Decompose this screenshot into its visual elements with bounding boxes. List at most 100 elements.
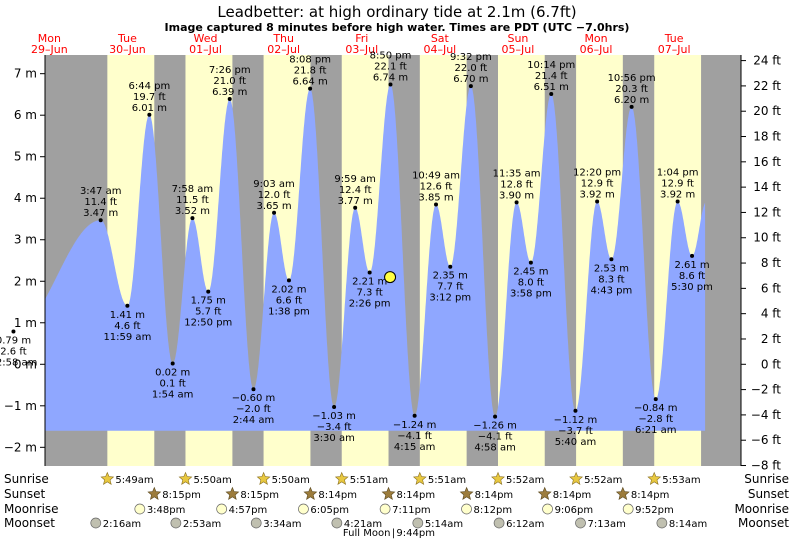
moonset-time: 6:12am xyxy=(506,519,544,530)
tide-label: 6.74 m xyxy=(373,72,408,83)
sunset-icon xyxy=(147,486,162,500)
tide-label: 10:14 pm xyxy=(527,60,575,71)
sunset-time: 8:14pm xyxy=(397,490,436,501)
tide-extreme-dot xyxy=(170,361,175,366)
tide-label: 21.8 ft xyxy=(294,66,327,77)
moonrise-icon xyxy=(622,503,634,515)
tide-label: 1:54 am xyxy=(152,389,194,400)
tide-label: 7:26 pm xyxy=(209,65,251,76)
right-tick-label: 18 ft xyxy=(753,130,781,144)
right-tick-label: 8 ft xyxy=(761,256,781,270)
tide-label: 1.75 m xyxy=(191,296,226,307)
tide-label: −3.7 ft xyxy=(558,426,593,437)
day-of-week-label: Mon xyxy=(584,32,607,45)
tide-label: −0.60 m xyxy=(232,393,276,404)
tide-label: −4.1 ft xyxy=(397,431,432,442)
tide-label: 21.0 ft xyxy=(213,76,246,87)
moonrise-time: 8:12pm xyxy=(474,505,513,516)
tide-label: 12.4 ft xyxy=(339,185,372,196)
tide-label: 5.7 ft xyxy=(195,307,221,318)
tide-label: 4:15 am xyxy=(394,442,436,453)
sunrise-icon xyxy=(647,471,662,485)
tide-label: 3.92 m xyxy=(660,190,695,201)
tide-label: 19.7 ft xyxy=(133,92,166,103)
right-tick-label: 22 ft xyxy=(753,79,781,93)
tide-label: 6.6 ft xyxy=(276,295,302,306)
sunrise-time: 5:50am xyxy=(272,475,310,486)
tide-label: −3.4 ft xyxy=(317,422,352,433)
tide-label: 3.47 m xyxy=(83,208,118,219)
tide-extreme-dot xyxy=(272,210,277,215)
tide-extreme-dot xyxy=(609,257,614,262)
chart-subtitle: Image captured 8 minutes before high wat… xyxy=(165,21,630,34)
moonset-time: 2:16am xyxy=(103,519,141,530)
tide-label: 11.4 ft xyxy=(84,197,117,208)
tide-extreme-dot xyxy=(206,289,211,294)
tide-label: 3.90 m xyxy=(499,190,534,201)
tide-label: 22.1 ft xyxy=(374,61,407,72)
tide-extreme-dot xyxy=(675,199,680,204)
left-tick-label: 7 m xyxy=(14,67,37,81)
date-label: 29–Jun xyxy=(31,43,68,56)
sunrise-icon xyxy=(412,471,427,485)
right-tick-label: 14 ft xyxy=(753,180,781,194)
moonset-time: 8:14am xyxy=(669,519,707,530)
tide-label: 3:12 pm xyxy=(429,293,471,304)
day-of-week-label: Sat xyxy=(431,32,450,45)
right-tick-label: 10 ft xyxy=(753,231,781,245)
date-label: 05–Jul xyxy=(502,43,535,56)
sunset-icon xyxy=(225,486,240,500)
tide-extreme-dot xyxy=(367,270,372,275)
right-tick-label: 24 ft xyxy=(753,54,781,68)
day-of-week-label: Fri xyxy=(355,32,368,45)
sunrise-icon xyxy=(178,471,193,485)
tide-label: 12:20 pm xyxy=(573,168,621,179)
tide-label: 11:35 am xyxy=(493,168,541,179)
tide-label: 12:58 am xyxy=(0,357,37,368)
tide-label: 6.01 m xyxy=(132,103,167,114)
tide-label: 7.3 ft xyxy=(356,288,382,299)
tide-label: 3:47 am xyxy=(80,186,122,197)
tide-extreme-dot xyxy=(412,413,417,418)
tide-label: 1.41 m xyxy=(110,310,145,321)
sunrise-icon xyxy=(491,471,505,485)
row-label-right-moonset: Moonset xyxy=(738,516,789,530)
tide-label: 2:26 pm xyxy=(349,299,391,310)
tide-extreme-dot xyxy=(653,397,658,402)
right-tick-label: 12 ft xyxy=(753,205,781,219)
moonrise-time: 6:05pm xyxy=(310,505,349,516)
tide-label: 1:04 pm xyxy=(657,168,699,179)
tide-label: 12.9 ft xyxy=(661,179,694,190)
plot-area xyxy=(45,55,741,466)
row-label-left-moonset: Moonset xyxy=(4,516,55,530)
left-tick-label: 6 m xyxy=(14,108,37,122)
moonrise-icon xyxy=(461,503,472,515)
axes: −2 m −1 m 0 m 1 m 2 m 3 m 4 m 5 m 6 m 7 m −8 ft −6 … xyxy=(4,54,781,473)
tide-label: 12:50 pm xyxy=(184,318,232,329)
sunrise-icon xyxy=(334,471,349,485)
tide-extreme-dot xyxy=(332,405,337,410)
date-label: 02–Jul xyxy=(267,43,300,56)
sunset-icon xyxy=(381,486,396,500)
sunrise-time: 5:49am xyxy=(115,475,153,486)
moonrise-icon xyxy=(379,503,391,515)
sunset-time: 8:14pm xyxy=(318,490,357,501)
tide-label: 22.0 ft xyxy=(455,63,488,74)
tide-label: 6.39 m xyxy=(212,87,247,98)
tide-extreme-dot xyxy=(98,218,103,223)
moonset-icon xyxy=(493,517,505,529)
moonrise-icon xyxy=(216,503,228,515)
sunrise-icon xyxy=(569,471,584,485)
current-tide-marker xyxy=(384,271,397,284)
moonrise-icon xyxy=(134,503,146,515)
tide-label: 2.53 m xyxy=(594,263,629,274)
right-tick-label: 20 ft xyxy=(753,104,781,118)
tide-label: −2.0 ft xyxy=(236,404,271,415)
tide-label: 11.5 ft xyxy=(176,195,209,206)
moonset-icon xyxy=(90,517,102,529)
tide-extreme-dot xyxy=(147,112,152,117)
tide-label: 7:58 am xyxy=(172,184,214,195)
